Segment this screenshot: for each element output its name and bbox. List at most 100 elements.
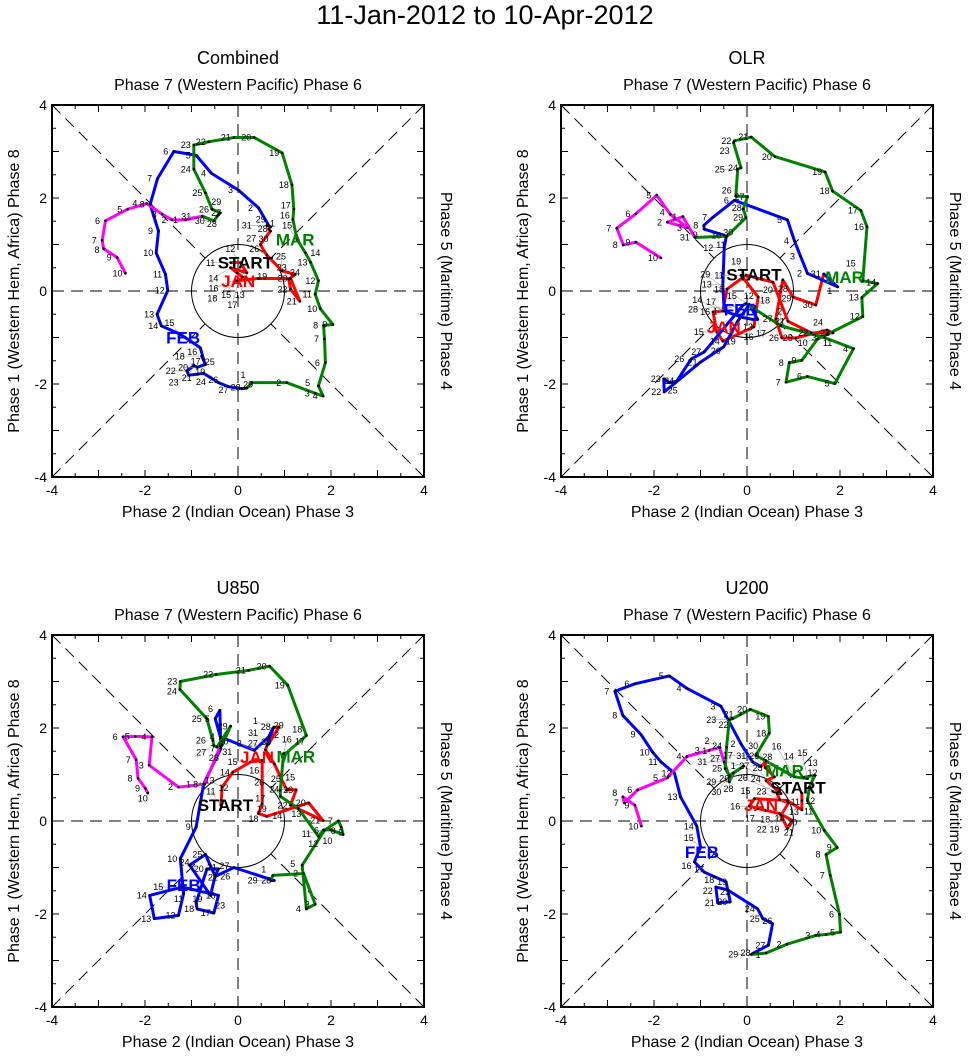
day-label: 10 — [711, 230, 721, 240]
day-point — [724, 880, 728, 884]
day-label: 9 — [107, 253, 112, 263]
day-point-layer — [100, 136, 335, 398]
phase-diagonal-dashed-line — [270, 853, 425, 1008]
day-label: 15 — [797, 748, 807, 758]
day-point — [839, 930, 842, 934]
day-label: 3 — [790, 251, 795, 261]
day-label: 24 — [745, 904, 755, 914]
day-label: 12 — [744, 291, 754, 301]
day-point — [241, 275, 244, 279]
panel-title: U850 — [216, 578, 259, 598]
day-label: 7 — [702, 213, 707, 223]
day-point — [170, 218, 174, 222]
day-point — [699, 360, 702, 364]
day-point — [764, 951, 768, 955]
day-label: 27 — [739, 761, 749, 771]
day-label: 4 — [201, 169, 206, 179]
day-point — [289, 287, 292, 291]
day-point — [202, 372, 205, 375]
day-point — [134, 758, 138, 761]
day-label: 14 — [148, 321, 158, 331]
day-label: 21 — [221, 133, 231, 143]
day-point — [305, 907, 308, 911]
day-label: 2 — [274, 730, 279, 740]
y-tick-label: 2 — [548, 190, 556, 206]
day-label: 24 — [181, 164, 191, 174]
day-label: 29 — [243, 380, 253, 390]
day-label: 20 — [277, 274, 287, 284]
day-point — [809, 331, 813, 335]
day-point — [813, 774, 817, 777]
day-label-leader-line — [733, 761, 753, 767]
day-label: 14 — [710, 336, 720, 346]
day-label: 31 — [680, 233, 690, 243]
day-label: 23 — [215, 900, 225, 910]
day-label: 4 — [784, 236, 789, 246]
day-point — [239, 261, 242, 264]
day-label-leader-line — [254, 248, 267, 256]
day-point — [195, 372, 199, 376]
day-label: 20 — [296, 798, 306, 808]
day-point — [213, 875, 217, 878]
day-label: 31 — [736, 751, 746, 761]
day-label: 5 — [290, 859, 295, 869]
day-label: 12 — [218, 783, 228, 793]
day-label: 2 — [797, 269, 802, 279]
day-label: 8 — [779, 358, 784, 368]
phase-diagonal-dashed-line — [560, 323, 715, 478]
day-point — [722, 760, 726, 764]
day-label: 15 — [282, 221, 292, 231]
day-point — [742, 764, 746, 768]
day-point — [313, 902, 317, 906]
day-label: 16 — [744, 332, 754, 342]
day-point — [210, 207, 214, 211]
day-label: 8 — [94, 245, 99, 255]
day-label: 26 — [674, 354, 684, 364]
day-label: 26 — [769, 333, 779, 343]
day-point — [217, 867, 220, 871]
day-point — [205, 717, 209, 720]
day-label-leader-line — [169, 322, 181, 335]
day-label: 17 — [745, 814, 755, 824]
day-label: 22 — [277, 800, 287, 810]
day-label: 1 — [713, 307, 718, 317]
day-point-layer — [613, 674, 842, 956]
day-label: 13 — [789, 807, 799, 817]
day-label: 28 — [688, 305, 698, 315]
day-point — [124, 272, 127, 275]
day-point — [749, 135, 753, 139]
day-label: 7 — [614, 798, 619, 808]
day-point — [147, 763, 151, 767]
day-point — [289, 803, 292, 807]
day-point — [145, 202, 149, 205]
day-point — [613, 689, 617, 693]
y-tick-label: 4 — [548, 627, 556, 643]
day-label: 24 — [269, 785, 279, 795]
day-label: 10 — [143, 248, 153, 258]
day-label: 3 — [228, 185, 233, 195]
day-label: 22 — [757, 825, 767, 835]
day-point — [305, 734, 308, 737]
day-point — [209, 894, 212, 897]
day-point — [265, 253, 269, 257]
day-label: 25 — [205, 357, 215, 367]
day-point — [666, 776, 669, 780]
day-point — [761, 917, 765, 920]
day-label: 3 — [152, 209, 157, 219]
day-label-leader-line — [692, 305, 743, 310]
day-label: 27 — [246, 234, 256, 244]
day-point — [271, 874, 275, 877]
day-point — [702, 870, 706, 874]
day-label: 8 — [693, 221, 698, 231]
y-tick-label: -2 — [544, 376, 557, 392]
day-label: 7 — [606, 223, 611, 233]
day-label: 1 — [186, 779, 191, 789]
day-point — [267, 224, 270, 227]
day-point — [280, 151, 284, 155]
day-point — [277, 725, 281, 729]
day-label: 24 — [179, 858, 189, 868]
day-point — [725, 234, 729, 238]
day-point — [788, 361, 791, 364]
day-point — [756, 295, 760, 299]
day-point — [267, 227, 270, 231]
